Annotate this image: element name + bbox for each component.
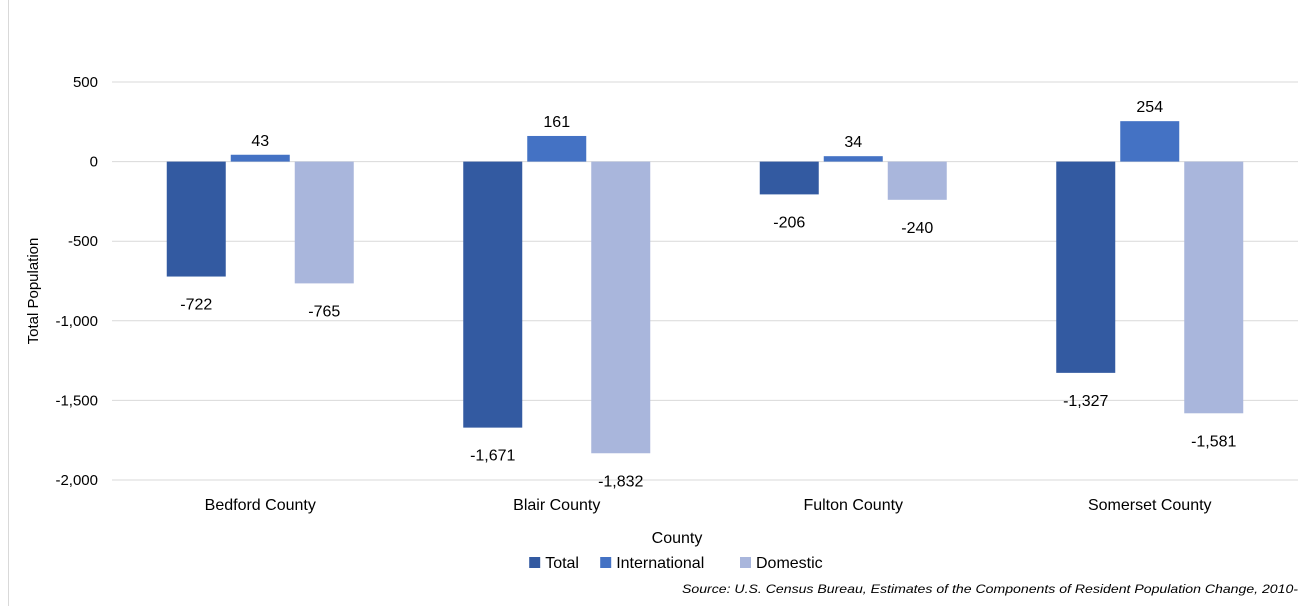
bar-domestic-3 — [1184, 161, 1244, 414]
data-label: 254 — [1136, 99, 1163, 116]
y-tick-label: 500 — [73, 74, 98, 91]
bar-international-3 — [1120, 121, 1180, 162]
y-tick-label: -1,000 — [55, 313, 98, 330]
legend-swatch — [740, 557, 751, 568]
chart-frame — [8, 0, 1307, 606]
legend-swatch — [600, 557, 612, 568]
legend: Total International Domestic — [529, 555, 823, 572]
data-label: -722 — [180, 297, 212, 314]
data-label: 43 — [251, 133, 269, 150]
legend-label: International — [616, 555, 704, 572]
bar-domestic-2 — [887, 161, 947, 200]
y-tick-label: -500 — [68, 233, 98, 250]
source-note: Source: U.S. Census Bureau, Estimates of… — [682, 582, 1298, 596]
bar-international-1 — [527, 135, 587, 162]
bar-international-0 — [230, 154, 290, 162]
data-label: 34 — [844, 134, 862, 151]
x-category-label: Blair County — [513, 497, 600, 514]
bar-total-3 — [1056, 161, 1116, 373]
data-label: -1,832 — [598, 473, 643, 490]
gridlines — [112, 81, 1298, 481]
bar-total-2 — [759, 161, 819, 195]
x-category-label: Bedford County — [205, 497, 316, 514]
data-label: -1,671 — [470, 448, 515, 465]
legend-label: Domestic — [756, 555, 823, 572]
bar-total-1 — [463, 161, 523, 428]
bar-international-2 — [823, 156, 883, 162]
y-axis-ticks: 500 0 -500 -1,000 -1,500 -2,000 — [55, 74, 98, 489]
x-category-label: Somerset County — [1088, 497, 1212, 514]
x-axis-categories: Bedford County Blair County Fulton County S… — [205, 497, 1212, 514]
bar-domestic-1 — [591, 161, 651, 454]
data-label: -240 — [901, 220, 933, 237]
x-category-label: Fulton County — [803, 497, 903, 514]
bars — [166, 121, 1244, 454]
data-label: -1,581 — [1191, 433, 1236, 450]
y-tick-label: -1,500 — [55, 392, 98, 409]
legend-label: Total — [545, 555, 579, 572]
y-tick-label: -2,000 — [55, 472, 98, 489]
data-label: -1,327 — [1063, 393, 1108, 410]
bar-domestic-0 — [294, 161, 354, 284]
y-axis-title: Total Population — [25, 238, 42, 345]
x-axis-title: County — [652, 530, 703, 547]
data-labels: -722 43 -765 -1,671 161 -1,832 -206 34 -240 -1,32… — [180, 99, 1236, 490]
legend-swatch — [529, 557, 541, 568]
data-label: 161 — [543, 114, 570, 131]
bar-total-0 — [166, 161, 226, 277]
data-label: -765 — [308, 303, 340, 320]
y-tick-label: 0 — [90, 154, 98, 171]
data-label: -206 — [773, 214, 805, 231]
